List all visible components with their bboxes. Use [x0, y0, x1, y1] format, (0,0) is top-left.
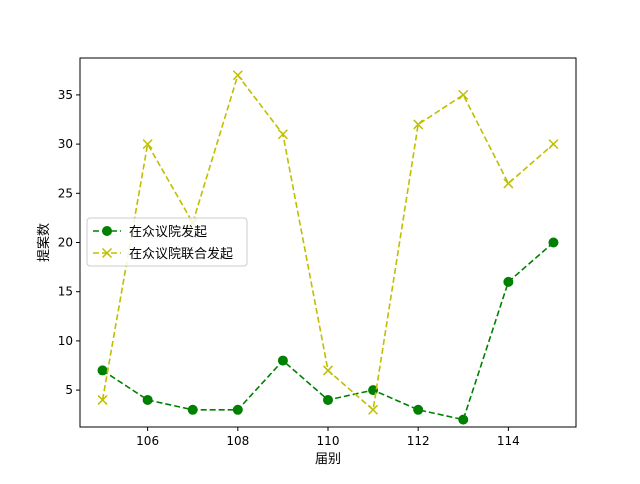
y-tick-label-15: 15: [58, 285, 73, 299]
legend-marker-2-stroke-b: [101, 247, 113, 259]
series-2-point-113-stroke-b: [458, 89, 469, 100]
series-2-point-106-stroke-b: [142, 139, 153, 150]
series-1-point-115: [548, 237, 559, 248]
x-tick-label-106: 106: [136, 434, 159, 448]
series-1-point-105: [97, 365, 108, 376]
legend-marker-1: [102, 226, 112, 236]
series-2-point-112-stroke-b: [413, 119, 424, 130]
y-tick-label-35: 35: [58, 88, 73, 102]
series-2-point-109: [277, 129, 288, 140]
series-2-point-109-stroke-b: [277, 129, 288, 140]
y-tick-label-25: 25: [58, 186, 73, 200]
x-tick-label-110: 110: [317, 434, 340, 448]
series-2-point-111: [368, 404, 379, 415]
series-2-point-112: [413, 119, 424, 130]
series-1-point-110: [323, 394, 333, 405]
series-1-point-109: [277, 355, 288, 366]
legend-label-2: 在众议院联合发起: [129, 246, 233, 262]
series-1-point-108: [232, 404, 243, 415]
series-2-point-108: [232, 70, 243, 81]
series-2-point-110-stroke-b: [322, 365, 334, 376]
legend-box: [86, 217, 248, 267]
series-2-point-113: [458, 89, 469, 100]
y-tick-label-20: 20: [58, 236, 73, 250]
series-1-point-112: [413, 404, 424, 415]
series-2-point-105-stroke-b: [97, 394, 108, 405]
x-tick-label-114: 114: [497, 434, 520, 448]
x-axis-label: 届别: [315, 452, 341, 467]
series-2-point-114: [503, 178, 514, 189]
series-2-point-111-stroke-b: [368, 404, 379, 415]
series-2-point-114-stroke-b: [503, 178, 514, 189]
x-tick-label-112: 112: [407, 434, 430, 448]
series-1-point-113: [458, 414, 469, 425]
series-1-point-107: [187, 404, 198, 415]
series-1-point-106: [142, 394, 153, 405]
y-axis-label: 提案数: [36, 223, 52, 262]
legend-marker-2: [101, 247, 113, 259]
axes-layer: 106 108 110 112 114 5 10 15 20 25 30 35: [58, 57, 577, 448]
y-tick-label-10: 10: [58, 334, 73, 348]
series-2-point-115: [548, 139, 559, 150]
series-layer: [97, 70, 559, 425]
series-2-point-115-stroke-b: [548, 139, 559, 150]
y-tick-label-5: 5: [65, 383, 73, 397]
y-tick-label-30: 30: [58, 137, 73, 151]
series-1-point-114: [503, 276, 514, 287]
series-2-point-106: [142, 139, 153, 150]
legend-label-1: 在众议院发起: [129, 224, 207, 240]
x-tick-label-108: 108: [226, 434, 249, 448]
series-2-point-108-stroke-b: [232, 70, 243, 81]
series-2-point-105: [97, 394, 108, 405]
series-2-point-110: [322, 365, 334, 376]
